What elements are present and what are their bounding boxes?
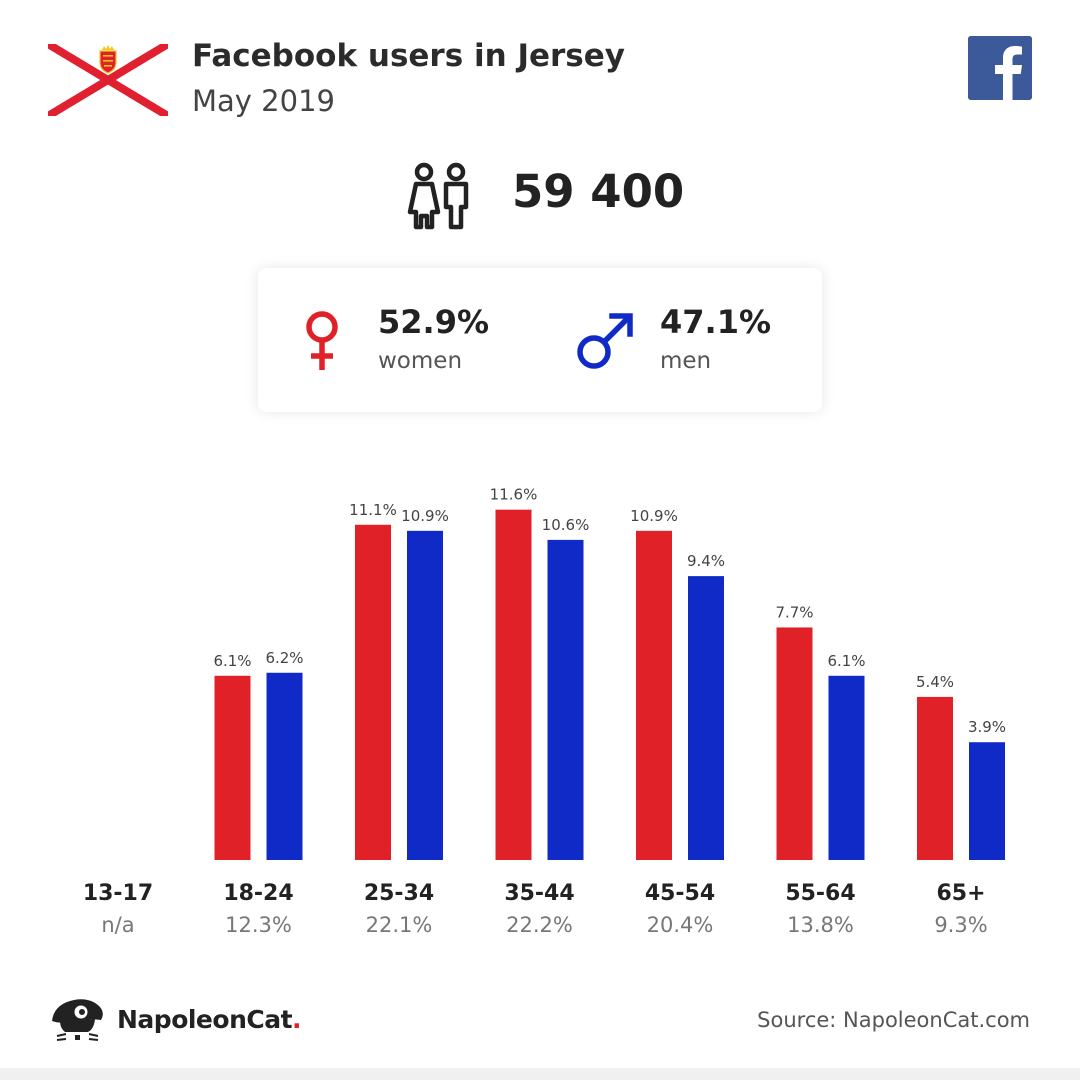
bar-value-label: 6.1% — [827, 652, 865, 670]
bar-value-label: 10.6% — [542, 516, 590, 534]
bar-men-55-64 — [828, 675, 865, 860]
brand-dot: . — [292, 1005, 302, 1034]
age-group-label: 35-44 — [504, 881, 574, 906]
page-subtitle: May 2019 — [192, 84, 335, 118]
age-group-label: 55-64 — [785, 881, 855, 906]
women-label: women — [378, 348, 463, 374]
napoleoncat-wordmark: NapoleonCat. — [117, 1005, 302, 1034]
bar-women-35-44 — [495, 509, 532, 860]
bar-women-55-64 — [776, 627, 813, 860]
bar-women-18-24 — [214, 675, 251, 860]
men-label: men — [660, 348, 712, 374]
age-group-label: 13-17 — [83, 881, 153, 906]
gender-card — [258, 268, 822, 412]
bar-women-25-34 — [355, 524, 391, 860]
bar-women-45-54 — [636, 530, 672, 860]
jersey-flag-icon — [48, 44, 168, 116]
age-group-label: 18-24 — [223, 881, 293, 906]
bar-value-label: 10.9% — [630, 507, 678, 525]
bar-value-label: 7.7% — [775, 603, 813, 621]
age-group-label: 45-54 — [645, 881, 715, 906]
bar-men-18-24 — [266, 672, 303, 860]
bar-women-65+ — [917, 696, 953, 860]
women-percent: 52.9% — [378, 303, 490, 341]
age-group-share: 22.1% — [366, 913, 433, 937]
bar-men-65+ — [969, 742, 1005, 860]
bar-men-25-34 — [407, 530, 443, 860]
bar-men-45-54 — [688, 576, 724, 860]
age-group-label: 25-34 — [364, 881, 434, 906]
age-group-share: 22.2% — [506, 913, 573, 937]
napoleoncat-logo-icon — [52, 999, 103, 1041]
age-group-share: 13.8% — [787, 913, 854, 937]
men-percent: 47.1% — [660, 303, 772, 341]
age-group-label: 65+ — [936, 881, 985, 906]
age-group-share: 20.4% — [647, 913, 714, 937]
page-title: Facebook users in Jersey — [192, 38, 625, 74]
bar-value-label: 11.1% — [349, 501, 397, 519]
bar-value-label: 9.4% — [687, 552, 725, 570]
bar-value-label: 6.1% — [213, 652, 251, 670]
bar-value-label: 11.6% — [490, 486, 538, 504]
male-symbol-icon — [577, 313, 633, 369]
facebook-icon — [968, 36, 1032, 100]
age-group-share: 12.3% — [225, 913, 292, 937]
bar-value-label: 10.9% — [401, 507, 449, 525]
source-credit: Source: NapoleonCat.com — [757, 1008, 1030, 1032]
total-users-value: 59 400 — [512, 165, 685, 218]
age-group-share: n/a — [101, 913, 134, 937]
people-icon — [407, 162, 469, 230]
age-group-share: 9.3% — [934, 913, 987, 937]
bar-men-35-44 — [547, 539, 584, 860]
bottom-strip — [0, 1068, 1080, 1080]
bar-value-label: 6.2% — [265, 649, 303, 667]
female-symbol-icon — [306, 311, 338, 370]
brand-name: NapoleonCat — [117, 1005, 293, 1034]
bar-value-label: 5.4% — [916, 673, 954, 691]
bar-value-label: 3.9% — [968, 718, 1006, 736]
